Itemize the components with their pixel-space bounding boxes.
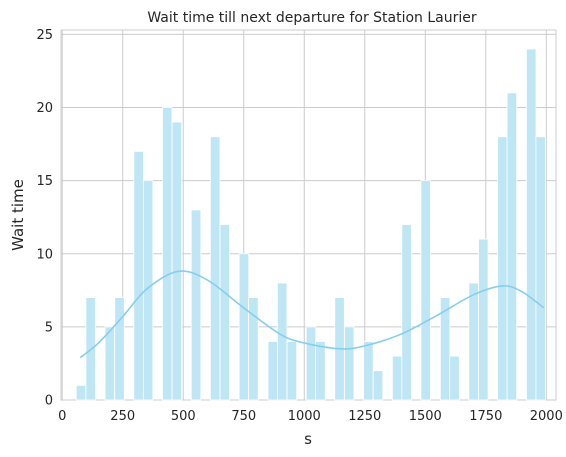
histogram-bar-10 [171, 121, 183, 401]
histogram-bar-38 [439, 297, 451, 401]
y-tick-label-5: 25 [36, 28, 53, 43]
x-tick-label-7: 1750 [469, 409, 502, 424]
histogram-bar-44 [497, 136, 508, 401]
histogram-bar-41 [468, 282, 479, 401]
x-tick-label-0: 0 [58, 409, 66, 424]
histogram-bar-12 [190, 209, 202, 401]
histogram-bar-45 [506, 92, 518, 401]
histogram-bar-36 [420, 180, 431, 401]
histogram-bar-18 [248, 297, 259, 401]
x-tick-label-1: 250 [110, 409, 135, 424]
x-tick-label-8: 2000 [530, 409, 563, 424]
y-tick-label-3: 15 [36, 174, 53, 189]
y-tick-label-2: 10 [36, 247, 53, 262]
x-tick-label-5: 1250 [348, 409, 381, 424]
histogram-bar-20 [267, 341, 278, 401]
x-tick-label-2: 500 [171, 409, 196, 424]
histogram-bar-25 [315, 341, 326, 401]
histogram-bar-3 [104, 326, 116, 401]
histogram-bar-42 [478, 238, 489, 401]
kde-curve [79, 270, 545, 359]
x-tick-label-3: 750 [231, 409, 256, 424]
y-tick-label-1: 5 [45, 320, 53, 335]
histogram-bar-21 [276, 282, 288, 401]
x-tick-label-6: 1500 [409, 409, 442, 424]
chart-title: Wait time till next departure for Statio… [147, 10, 477, 26]
x-ticks: 0 250 500 750 1000 1250 1500 1750 2000 [58, 409, 563, 424]
histogram-bar-28 [344, 326, 355, 401]
y-axis-label: Wait time [9, 179, 27, 251]
histogram-bar-6 [133, 150, 144, 401]
histogram-bar-33 [391, 355, 403, 401]
x-axis-label: s [304, 430, 312, 448]
y-ticks: 0 5 10 15 20 25 [36, 28, 53, 409]
histogram-bar-0 [75, 384, 87, 401]
histogram-bar-9 [162, 107, 173, 401]
x-tick-label-4: 1000 [288, 409, 321, 424]
histogram-bar-22 [286, 341, 298, 401]
histogram-bar-34 [401, 224, 412, 401]
histogram-bar-24 [305, 326, 317, 401]
histogram-bar-15 [219, 224, 230, 401]
histogram-bar-39 [449, 355, 460, 401]
histogram-bar-17 [238, 253, 250, 401]
histogram-bar-30 [363, 341, 374, 401]
y-tick-label-4: 20 [36, 101, 53, 116]
y-tick-label-0: 0 [45, 394, 53, 409]
histogram-bar-7 [142, 180, 154, 401]
histogram-bar-47 [526, 48, 537, 401]
histogram-bar-31 [372, 370, 384, 401]
histogram-bar-48 [535, 136, 546, 401]
histogram-bar-14 [209, 136, 221, 401]
histogram-bar-4 [114, 297, 125, 401]
